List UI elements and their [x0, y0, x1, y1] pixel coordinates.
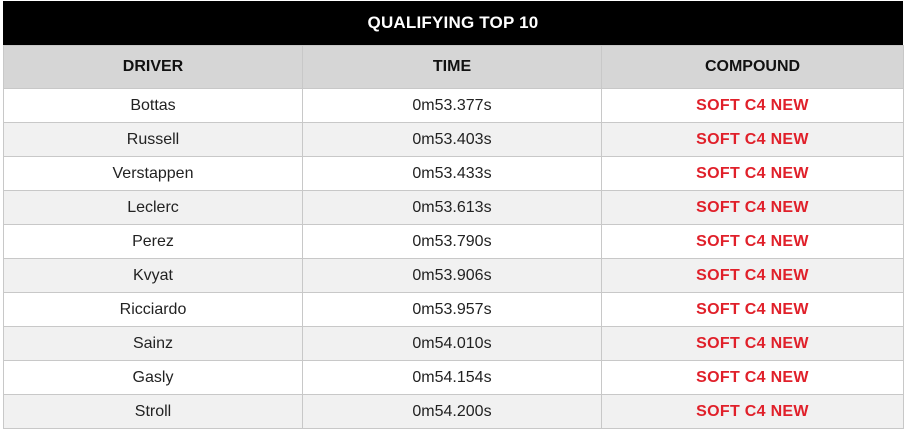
table-row: Gasly 0m54.154s SOFT C4 NEW	[3, 360, 904, 395]
table-row: Sainz 0m54.010s SOFT C4 NEW	[3, 326, 904, 361]
time-cell: 0m53.377s	[302, 88, 602, 123]
table-row: Perez 0m53.790s SOFT C4 NEW	[3, 224, 904, 259]
column-header-driver: DRIVER	[3, 45, 303, 89]
table-row: Bottas 0m53.377s SOFT C4 NEW	[3, 88, 904, 123]
compound-cell: SOFT C4 NEW	[601, 190, 904, 225]
time-cell: 0m54.010s	[302, 326, 602, 361]
compound-cell: SOFT C4 NEW	[601, 258, 904, 293]
compound-cell: SOFT C4 NEW	[601, 394, 904, 429]
time-cell: 0m53.957s	[302, 292, 602, 327]
compound-cell: SOFT C4 NEW	[601, 88, 904, 123]
time-cell: 0m53.613s	[302, 190, 602, 225]
table-title: QUALIFYING TOP 10	[3, 1, 903, 45]
time-cell: 0m53.403s	[302, 122, 602, 157]
time-cell: 0m53.790s	[302, 224, 602, 259]
compound-cell: SOFT C4 NEW	[601, 122, 904, 157]
driver-cell: Verstappen	[3, 156, 303, 191]
compound-cell: SOFT C4 NEW	[601, 360, 904, 395]
column-header-compound: COMPOUND	[601, 45, 904, 89]
driver-cell: Ricciardo	[3, 292, 303, 327]
compound-cell: SOFT C4 NEW	[601, 224, 904, 259]
table-row: Kvyat 0m53.906s SOFT C4 NEW	[3, 258, 904, 293]
driver-cell: Perez	[3, 224, 303, 259]
table-row: Ricciardo 0m53.957s SOFT C4 NEW	[3, 292, 904, 327]
driver-cell: Leclerc	[3, 190, 303, 225]
driver-cell: Russell	[3, 122, 303, 157]
driver-cell: Sainz	[3, 326, 303, 361]
column-header-time: TIME	[302, 45, 602, 89]
compound-cell: SOFT C4 NEW	[601, 156, 904, 191]
compound-cell: SOFT C4 NEW	[601, 292, 904, 327]
time-cell: 0m53.906s	[302, 258, 602, 293]
results-table: DRIVER TIME COMPOUND Bottas 0m53.377s SOFT…	[3, 45, 904, 429]
driver-cell: Stroll	[3, 394, 303, 429]
driver-cell: Gasly	[3, 360, 303, 395]
table-row: Leclerc 0m53.613s SOFT C4 NEW	[3, 190, 904, 225]
table-row: Verstappen 0m53.433s SOFT C4 NEW	[3, 156, 904, 191]
table-row: Russell 0m53.403s SOFT C4 NEW	[3, 122, 904, 157]
driver-cell: Bottas	[3, 88, 303, 123]
compound-cell: SOFT C4 NEW	[601, 326, 904, 361]
driver-cell: Kvyat	[3, 258, 303, 293]
qualifying-table: QUALIFYING TOP 10 DRIVER TIME COMPOUND B…	[3, 1, 904, 429]
time-cell: 0m53.433s	[302, 156, 602, 191]
table-row: Stroll 0m54.200s SOFT C4 NEW	[3, 394, 904, 429]
table-body: Bottas 0m53.377s SOFT C4 NEW Russell 0m53.40…	[3, 88, 904, 429]
time-cell: 0m54.154s	[302, 360, 602, 395]
time-cell: 0m54.200s	[302, 394, 602, 429]
column-header-row: DRIVER TIME COMPOUND	[3, 45, 904, 89]
